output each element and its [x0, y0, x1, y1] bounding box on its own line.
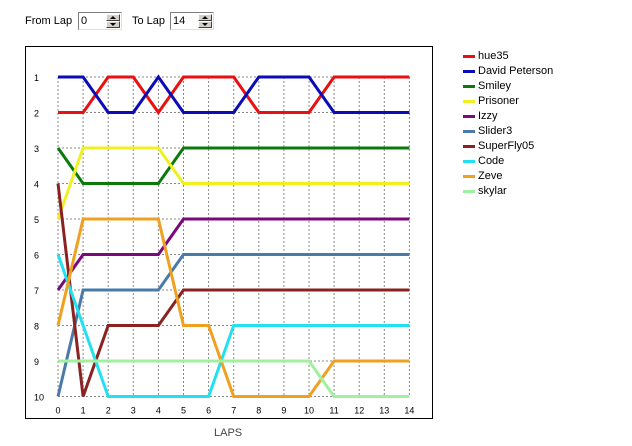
x-axis-title: LAPS [214, 427, 243, 439]
y-tick-label: 3 [34, 144, 39, 154]
series-line-2 [58, 74, 410, 114]
legend-swatch [463, 55, 475, 58]
x-tick-label: 11 [329, 406, 338, 416]
x-tick-label: 2 [106, 406, 111, 416]
series-line-10 [58, 359, 410, 398]
series-line-5 [56, 217, 410, 291]
legend-label: Code [478, 155, 505, 167]
x-tick-label: 9 [281, 406, 286, 416]
y-tick-label: 6 [34, 251, 39, 261]
legend-swatch [463, 160, 475, 163]
from-lap-spinner[interactable] [78, 12, 122, 30]
y-tick-label: 4 [34, 180, 39, 190]
x-tick-label: 1 [81, 406, 86, 416]
x-tick-label: 14 [404, 406, 414, 416]
y-tick-label: 7 [34, 286, 39, 296]
y-tick-label: 10 [34, 393, 44, 403]
legend-label: Smiley [478, 80, 512, 92]
legend-swatch [463, 100, 475, 103]
to-lap-up-arrow-icon[interactable] [198, 14, 212, 21]
legend-swatch [463, 145, 475, 148]
x-tick-label: 6 [206, 406, 211, 416]
to-lap-input[interactable] [172, 14, 198, 28]
x-tick-label: 3 [131, 406, 136, 416]
to-lap-down-arrow-icon[interactable] [198, 21, 212, 28]
legend-label: Zeve [478, 170, 503, 182]
lap-range-toolbar: From Lap To Lap [0, 0, 632, 34]
x-tick-label: 12 [354, 406, 364, 416]
x-tick-label: 8 [256, 406, 261, 416]
chart-frame: 1 2 3 4 5 6 7 8 9 10 0 1 2 3 4 5 6 7 8 9 10 11 12 13 14 [25, 46, 433, 419]
y-tick-label: 2 [34, 109, 39, 119]
legend-swatch [463, 175, 475, 178]
legend-swatch [463, 130, 475, 133]
from-lap-up-arrow-icon[interactable] [106, 14, 120, 21]
series-line-8 [56, 254, 410, 398]
legend-label: David Peterson [478, 65, 554, 77]
legend-swatch [463, 70, 475, 73]
series-line-4 [56, 146, 410, 220]
x-tick-label: 5 [181, 406, 186, 416]
x-tick-label: 10 [304, 406, 314, 416]
from-lap-label: From Lap [25, 15, 73, 27]
legend-label: skylar [478, 185, 507, 197]
legend-label: SuperFly05 [478, 140, 535, 152]
x-tick-label: 7 [231, 406, 236, 416]
legend-label: hue35 [478, 50, 509, 62]
legend-swatch [463, 85, 475, 88]
legend-swatch [463, 190, 475, 193]
series-line-1 [58, 75, 410, 116]
y-tick-label: 1 [34, 73, 39, 83]
series-line-7 [56, 183, 410, 397]
from-lap-down-arrow-icon[interactable] [106, 21, 120, 28]
series-line-3 [56, 146, 410, 185]
legend-label: Prisoner [478, 95, 519, 107]
x-tick-label: 13 [379, 406, 389, 416]
legend-label: Slider3 [478, 125, 513, 137]
to-lap-label: To Lap [132, 15, 166, 27]
legend-swatch [463, 115, 475, 118]
legend-label: Izzy [478, 110, 498, 122]
y-tick-label: 8 [34, 322, 39, 332]
series-line-9 [56, 217, 410, 398]
series-line-6 [56, 253, 410, 397]
x-tick-label: 0 [55, 406, 60, 416]
from-lap-input[interactable] [80, 14, 106, 28]
x-tick-label: 4 [156, 406, 161, 416]
to-lap-spinner[interactable] [170, 12, 214, 30]
y-tick-label: 9 [34, 357, 39, 367]
y-tick-label: 5 [34, 215, 39, 225]
